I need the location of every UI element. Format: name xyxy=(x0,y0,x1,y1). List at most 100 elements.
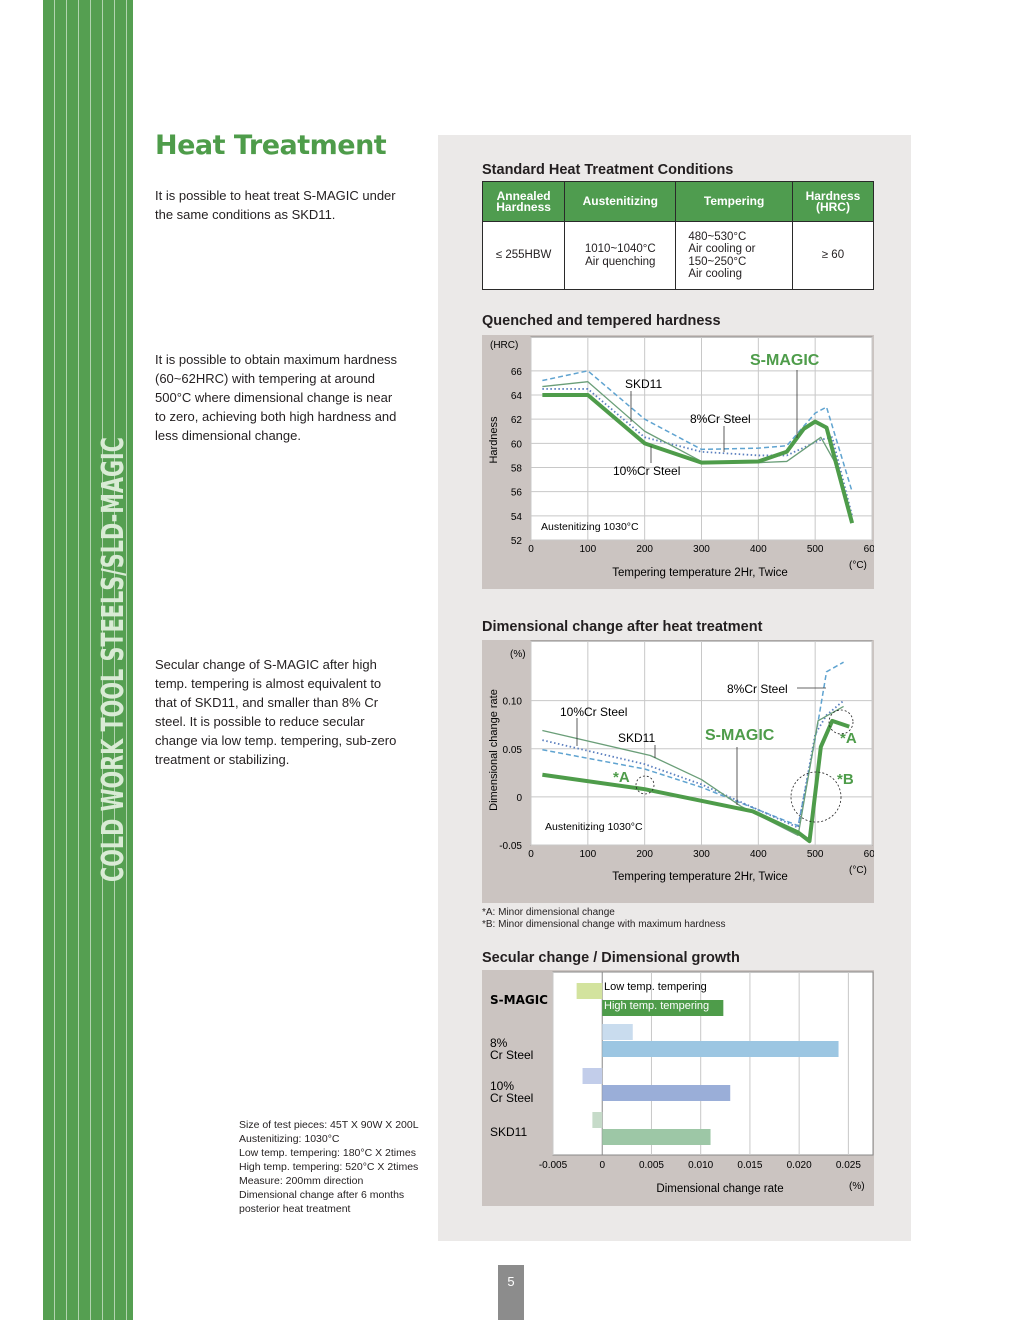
x-tick-label: 300 xyxy=(693,849,710,860)
label-smagic: S-MAGIC xyxy=(705,727,775,744)
header-austenitizing: Austenitizing xyxy=(564,181,677,222)
x-tick-label: 0.005 xyxy=(639,1160,664,1171)
header-annealed: Annealed Hardness xyxy=(481,181,566,222)
x-unit: (%) xyxy=(849,1181,865,1192)
paragraph-3: Secular change of S-MAGIC after high temp… xyxy=(155,655,435,769)
label-10cr: 10%Cr Steel xyxy=(613,464,680,478)
label-smagic: S-MAGIC xyxy=(750,352,820,369)
chart3-title: Secular change / Dimensional growth xyxy=(482,950,740,966)
y-tick-label: 58 xyxy=(511,464,523,475)
x-tick-label: 0 xyxy=(528,544,534,555)
y-tick-label: 0 xyxy=(516,793,522,804)
text-line: treatment or stabilizing. xyxy=(155,752,290,767)
series-line-10-cr-steel xyxy=(542,699,845,829)
series-line-8-cr-steel xyxy=(542,370,853,492)
bar-high-temp xyxy=(602,1085,731,1101)
sidebar-title-svg: COLD WORK TOOL STEELS/SLD-MAGIC xyxy=(96,437,131,882)
page-title: Heat Treatment xyxy=(155,130,387,161)
x-tick-label: 400 xyxy=(750,849,767,860)
text-line: that of SKD11, and smaller than 8% Cr xyxy=(155,695,379,710)
note-line: Size of test pieces: 45T X 90W X 200L xyxy=(239,1119,419,1131)
x-tick-label: 500 xyxy=(807,544,824,555)
category-8cr-line2: Cr Steel xyxy=(490,1048,533,1062)
note-line: Dimensional change after 6 months xyxy=(239,1189,405,1201)
table-row: ≤ 255HBW 1010~1040°C Air quenching 480~53… xyxy=(481,221,875,290)
paragraph-1: It is possible to heat treat S-MAGIC und… xyxy=(155,186,435,224)
x-tick-label: 100 xyxy=(579,849,596,860)
category-10cr: 10% xyxy=(490,1079,514,1093)
category-10cr-line2: Cr Steel xyxy=(490,1091,533,1105)
footnote-b: *B: Minor dimensional change with maximu… xyxy=(482,919,726,930)
text-line: steel. It is possible to reduce secular xyxy=(155,714,365,729)
table-title: Standard Heat Treatment Conditions xyxy=(482,162,734,178)
note-line: Low temp. tempering: 180°C X 2times xyxy=(239,1147,416,1159)
label-8cr: 8%Cr Steel xyxy=(690,412,751,426)
mark-a-low: *A xyxy=(613,769,630,786)
series-line-s-magic xyxy=(542,718,850,844)
mark-b: *B xyxy=(837,771,854,788)
y-tick-label: 56 xyxy=(511,488,523,499)
x-unit: (°C) xyxy=(849,560,867,571)
legend-low-temp: Low temp. tempering xyxy=(604,981,707,993)
label-skd11: SKD11 xyxy=(618,731,655,745)
category-skd11: SKD11 xyxy=(490,1125,527,1139)
heat-treatment-table: Annealed Hardness Austenitizing Tempering… xyxy=(481,181,875,290)
leader-lines xyxy=(576,687,826,805)
category-smagic: S-MAGIC xyxy=(490,993,548,1007)
table-header-row: Annealed Hardness Austenitizing Tempering… xyxy=(481,181,875,222)
label-10cr: 10%Cr Steel xyxy=(560,705,627,719)
footnotes: *A: Minor dimensional change *B: Minor di… xyxy=(482,907,725,931)
cell-hardness: ≥ 60 xyxy=(791,221,875,290)
x-tick-label: 0.015 xyxy=(737,1160,762,1171)
page-number: 5 xyxy=(498,1265,524,1320)
x-tick-label: 200 xyxy=(636,849,653,860)
x-tick-label: 0.010 xyxy=(688,1160,713,1171)
bar-high-temp xyxy=(602,1041,839,1057)
x-tick-label: 100 xyxy=(579,544,596,555)
cell-annealed: ≤ 255HBW xyxy=(481,221,566,290)
x-axis-label: Tempering temperature 2Hr, Twice xyxy=(612,567,788,579)
sidebar-band: COLD WORK TOOL STEELS/SLD-MAGIC xyxy=(43,0,133,1320)
text-line: temp. tempering is almost equivalent to xyxy=(155,676,382,691)
x-tick-label: 0 xyxy=(528,849,534,860)
y-unit: (HRC) xyxy=(490,340,518,351)
x-tick-label: 500 xyxy=(807,849,824,860)
x-tick-label: 600 xyxy=(864,849,874,860)
leader-lines xyxy=(630,370,798,463)
bar-low-temp xyxy=(592,1112,603,1128)
y-tick-label: 54 xyxy=(511,512,523,523)
hardness-chart: (HRC) Hardness Tempering temperature 2Hr… xyxy=(482,335,874,589)
sidebar-title: COLD WORK TOOL STEELS/SLD-MAGIC xyxy=(96,437,131,882)
x-tick-label: 0 xyxy=(599,1160,605,1171)
austenitizing-note: Austenitizing 1030°C xyxy=(545,821,643,833)
label-8cr: 8%Cr Steel xyxy=(727,682,788,696)
header-tempering: Tempering xyxy=(675,181,793,222)
secular-change-chart: -0.005 0 0.005 0.010 0.015 0.020 0.025 S-MAGIC… xyxy=(482,970,874,1206)
x-tick-label: -0.005 xyxy=(539,1160,568,1171)
bar-high-temp xyxy=(602,1129,711,1145)
bar-high-temp xyxy=(602,1000,724,1016)
text-line: the same conditions as SKD11. xyxy=(155,207,336,222)
y-tick-label: 64 xyxy=(511,391,523,402)
x-tick-label: 0.020 xyxy=(787,1160,812,1171)
series-line-s-magic xyxy=(542,393,855,524)
paragraph-2: It is possible to obtain maximum hardnes… xyxy=(155,350,435,445)
series-line-skd11 xyxy=(542,705,844,837)
text-line: It is possible to heat treat S-MAGIC und… xyxy=(155,188,396,203)
text-line: less dimensional change. xyxy=(155,428,301,443)
y-unit: (%) xyxy=(510,649,526,660)
x-unit: (°C) xyxy=(849,865,867,876)
test-notes: Size of test pieces: 45T X 90W X 200L Aus… xyxy=(239,1118,419,1216)
x-tick-label: 400 xyxy=(750,544,767,555)
bar-low-temp xyxy=(602,1024,633,1040)
mark-a-high: *A xyxy=(840,730,857,747)
y-tick-label: -0.05 xyxy=(499,841,522,852)
x-tick-label: 300 xyxy=(693,544,710,555)
y-tick-label: 52 xyxy=(511,536,523,547)
text-line: to zero, achieving both high hardness an… xyxy=(155,409,397,424)
y-axis-label: Hardness xyxy=(488,416,500,464)
y-tick-label: 0.10 xyxy=(503,697,523,708)
text-line: Secular change of S-MAGIC after high xyxy=(155,657,377,672)
y-axis-label: Dimensional change rate xyxy=(488,689,500,811)
text-line: change via low temp. tempering, sub-zero xyxy=(155,733,397,748)
